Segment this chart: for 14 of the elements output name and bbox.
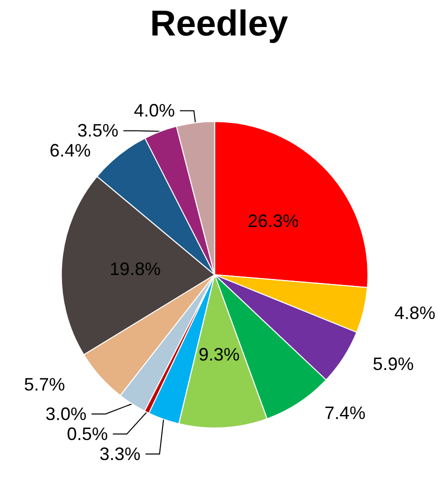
data-label: 3.0% (46, 404, 87, 424)
data-label: 4.8% (394, 303, 436, 324)
data-label: 26.3% (248, 210, 299, 231)
data-label: 5.7% (24, 374, 65, 395)
data-label: 19.8% (110, 258, 161, 279)
data-label: 5.9% (372, 354, 414, 374)
data-label: 9.3% (198, 344, 240, 364)
data-label: 0.5% (66, 424, 108, 444)
data-label: 3.5% (77, 120, 118, 141)
data-label: 6.4% (50, 140, 91, 161)
data-label: 3.3% (100, 444, 141, 464)
chart-title: Reedley (150, 2, 288, 44)
data-label: 4.0% (134, 100, 175, 121)
data-label: 7.4% (324, 402, 366, 423)
